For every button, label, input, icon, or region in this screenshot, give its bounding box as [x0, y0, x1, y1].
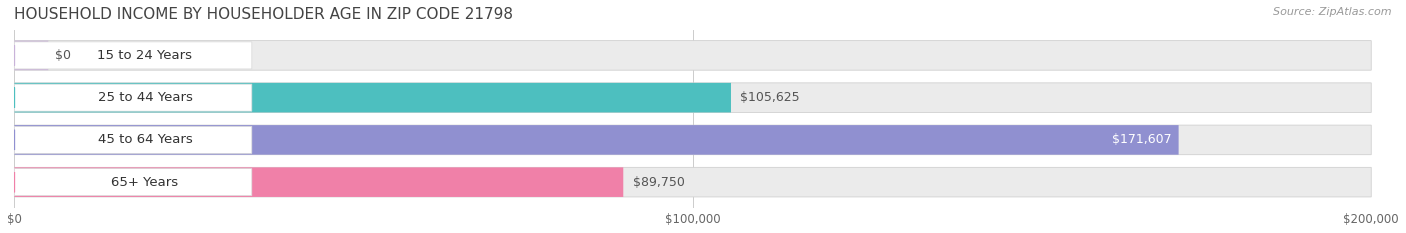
FancyBboxPatch shape: [14, 125, 1178, 155]
Text: 45 to 64 Years: 45 to 64 Years: [97, 134, 193, 146]
FancyBboxPatch shape: [14, 42, 252, 69]
Text: 65+ Years: 65+ Years: [111, 176, 179, 189]
FancyBboxPatch shape: [14, 84, 252, 111]
FancyBboxPatch shape: [14, 83, 731, 113]
FancyBboxPatch shape: [14, 41, 1371, 70]
FancyBboxPatch shape: [14, 169, 252, 196]
Text: $89,750: $89,750: [633, 176, 685, 189]
Text: Source: ZipAtlas.com: Source: ZipAtlas.com: [1274, 7, 1392, 17]
FancyBboxPatch shape: [14, 167, 1371, 197]
FancyBboxPatch shape: [14, 83, 1371, 113]
FancyBboxPatch shape: [14, 41, 48, 70]
Text: $105,625: $105,625: [741, 91, 800, 104]
Text: 25 to 44 Years: 25 to 44 Years: [97, 91, 193, 104]
Text: $0: $0: [55, 49, 72, 62]
FancyBboxPatch shape: [14, 167, 623, 197]
FancyBboxPatch shape: [14, 125, 1371, 155]
Text: 15 to 24 Years: 15 to 24 Years: [97, 49, 193, 62]
Text: HOUSEHOLD INCOME BY HOUSEHOLDER AGE IN ZIP CODE 21798: HOUSEHOLD INCOME BY HOUSEHOLDER AGE IN Z…: [14, 7, 513, 22]
Text: $171,607: $171,607: [1112, 134, 1171, 146]
FancyBboxPatch shape: [14, 126, 252, 153]
